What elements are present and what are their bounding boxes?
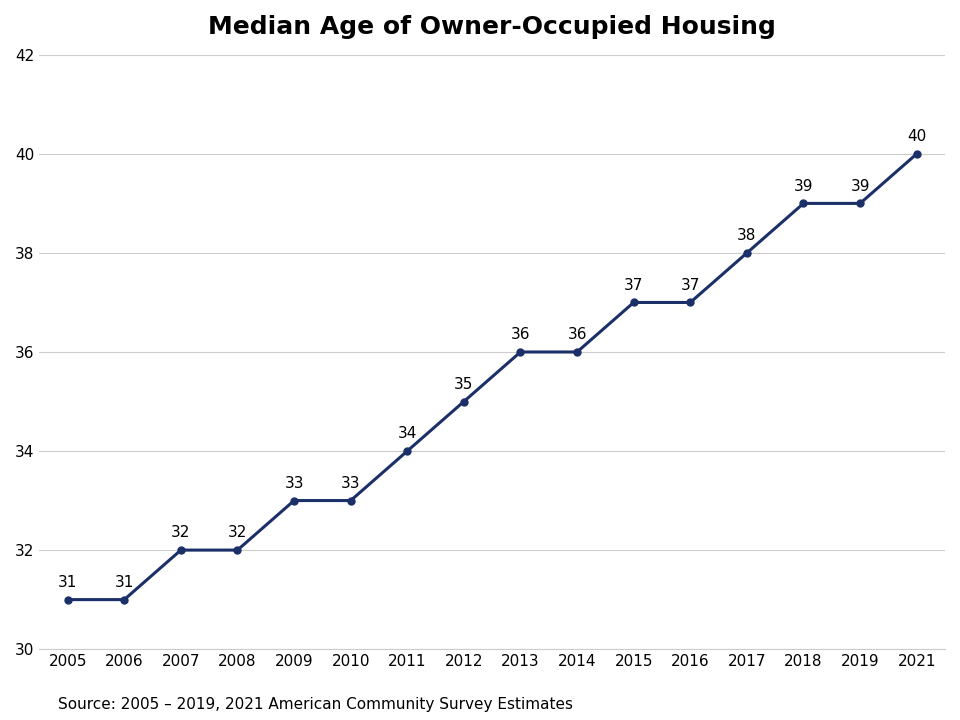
Text: 40: 40 — [907, 129, 926, 144]
Text: 32: 32 — [171, 526, 190, 541]
Text: 35: 35 — [454, 377, 473, 392]
Text: 37: 37 — [624, 278, 643, 293]
Title: Median Age of Owner-Occupied Housing: Median Age of Owner-Occupied Housing — [208, 15, 776, 39]
Text: 39: 39 — [794, 179, 813, 194]
Text: 32: 32 — [228, 526, 247, 541]
Text: 38: 38 — [737, 228, 756, 243]
Text: 39: 39 — [851, 179, 870, 194]
Text: 36: 36 — [567, 328, 587, 342]
Text: 33: 33 — [284, 476, 303, 491]
Text: 34: 34 — [397, 426, 417, 441]
Text: 37: 37 — [681, 278, 700, 293]
Text: 33: 33 — [341, 476, 360, 491]
Text: 31: 31 — [114, 575, 134, 590]
Text: 36: 36 — [511, 328, 530, 342]
Text: 31: 31 — [58, 575, 78, 590]
Text: Source: 2005 – 2019, 2021 American Community Survey Estimates: Source: 2005 – 2019, 2021 American Commu… — [58, 697, 572, 712]
